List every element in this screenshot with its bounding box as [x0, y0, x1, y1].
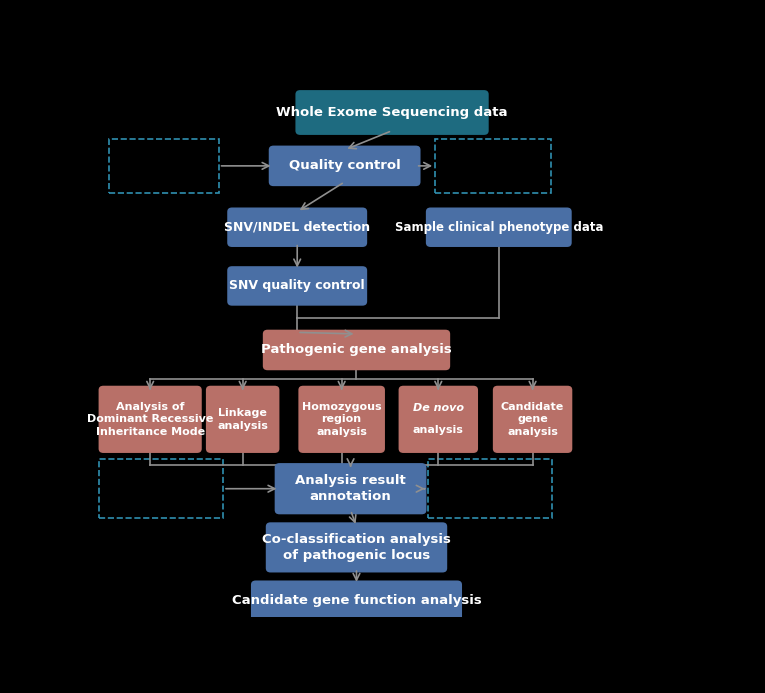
FancyBboxPatch shape [295, 90, 489, 135]
Text: Candidate gene function analysis: Candidate gene function analysis [232, 595, 481, 607]
Text: Homozygous
region
analysis: Homozygous region analysis [302, 402, 382, 437]
Text: SNV quality control: SNV quality control [230, 279, 365, 292]
FancyBboxPatch shape [265, 523, 448, 572]
FancyBboxPatch shape [275, 463, 426, 514]
Text: analysis: analysis [413, 426, 464, 435]
Text: Sample clinical phenotype data: Sample clinical phenotype data [395, 221, 603, 234]
FancyBboxPatch shape [399, 386, 478, 453]
Text: Analysis of
Dominant Recessive
Inheritance Mode: Analysis of Dominant Recessive Inheritan… [87, 402, 213, 437]
FancyBboxPatch shape [99, 386, 202, 453]
Text: Quality control: Quality control [288, 159, 401, 173]
Text: Linkage
analysis: Linkage analysis [217, 408, 268, 430]
FancyBboxPatch shape [206, 386, 279, 453]
Bar [428, 459, 552, 518]
Text: Analysis result
annotation: Analysis result annotation [295, 474, 406, 503]
Text: Whole Exome Sequencing data: Whole Exome Sequencing data [276, 106, 508, 119]
FancyBboxPatch shape [298, 386, 385, 453]
FancyBboxPatch shape [269, 146, 421, 186]
Bar [99, 459, 223, 518]
Text: SNV/INDEL detection: SNV/INDEL detection [224, 221, 370, 234]
Bar [109, 139, 219, 193]
FancyBboxPatch shape [251, 581, 462, 621]
Text: Pathogenic gene analysis: Pathogenic gene analysis [261, 344, 452, 356]
Text: De novo: De novo [413, 403, 464, 413]
FancyBboxPatch shape [493, 386, 572, 453]
Text: Co-classification analysis
of pathogenic locus: Co-classification analysis of pathogenic… [262, 533, 451, 562]
FancyBboxPatch shape [227, 266, 367, 306]
FancyBboxPatch shape [227, 207, 367, 247]
Bar [435, 139, 551, 193]
Text: Candidate
gene
analysis: Candidate gene analysis [501, 402, 565, 437]
FancyBboxPatch shape [263, 330, 450, 370]
FancyBboxPatch shape [426, 207, 571, 247]
